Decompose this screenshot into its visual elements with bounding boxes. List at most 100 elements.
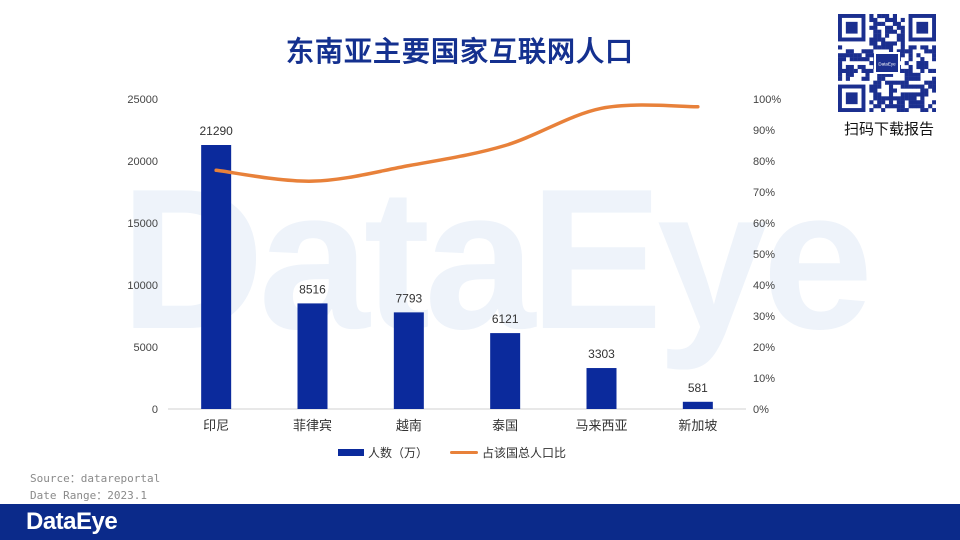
qr-module — [896, 21, 901, 26]
qr-module — [896, 108, 901, 113]
qr-module — [885, 45, 890, 50]
qr-module — [900, 41, 905, 46]
qr-module — [873, 21, 878, 26]
bar-data-label: 21290 — [199, 124, 233, 138]
qr-module — [849, 57, 854, 62]
qr-module — [888, 72, 894, 77]
qr-module — [845, 72, 850, 77]
qr-module — [853, 68, 858, 73]
qr-module — [861, 64, 866, 70]
qr-module — [888, 49, 894, 54]
qr-module — [928, 80, 933, 85]
qr-module — [900, 37, 905, 42]
qr-code[interactable]: DataEye — [838, 14, 937, 113]
qr-module — [912, 76, 917, 81]
qr-module — [845, 53, 850, 58]
qr-module — [932, 108, 937, 113]
qr-module — [912, 72, 917, 77]
qr-module — [888, 96, 894, 101]
qr-module — [849, 72, 854, 77]
qr-module — [885, 25, 890, 30]
watermark: DataEye — [120, 148, 873, 371]
qr-module — [853, 53, 858, 58]
qr-module — [900, 68, 905, 73]
qr-module — [845, 76, 850, 81]
qr-module — [869, 25, 874, 30]
qr-module — [877, 100, 882, 105]
qr-module — [892, 29, 897, 34]
qr-module — [841, 68, 847, 73]
qr-module — [838, 64, 843, 70]
qr-module — [861, 57, 866, 62]
qr-module — [912, 100, 917, 105]
qr-module — [932, 53, 937, 58]
qr-module — [924, 92, 929, 97]
x-tick-label: 菲律宾 — [293, 418, 332, 434]
qr-module — [932, 68, 937, 73]
qr-module — [873, 104, 878, 109]
qr-module — [908, 100, 913, 105]
legend-item-bar: 人数（万） — [338, 444, 428, 461]
qr-module — [838, 72, 843, 77]
qr-module — [916, 72, 921, 77]
qr-module — [877, 80, 882, 85]
qr-module — [873, 25, 878, 30]
qr-module — [908, 96, 913, 101]
qr-module — [865, 72, 870, 77]
y-right-tick-label: 60% — [753, 218, 775, 230]
qr-module — [865, 53, 870, 58]
qr-module — [912, 96, 917, 101]
qr-module — [920, 57, 925, 62]
qr-module — [916, 61, 921, 66]
qr-module — [873, 33, 878, 38]
qr-module — [881, 21, 886, 26]
qr-module — [865, 68, 870, 73]
qr-finder — [916, 21, 929, 34]
qr-module — [885, 17, 890, 23]
qr-module — [916, 84, 921, 89]
qr-module — [888, 84, 894, 89]
x-tick-label: 马来西亚 — [575, 419, 627, 434]
qr-module — [885, 96, 890, 101]
qr-module — [885, 29, 890, 34]
qr-module — [838, 57, 843, 62]
qr-module — [904, 84, 909, 89]
bar — [201, 145, 232, 409]
qr-module — [932, 80, 937, 85]
qr-module — [853, 57, 858, 62]
qr-module — [877, 45, 882, 50]
qr-module — [908, 104, 913, 109]
y-left-tick-label: 20000 — [127, 156, 158, 168]
qr-module — [877, 14, 882, 19]
source-line: Source：datareportal — [30, 472, 161, 485]
qr-module — [877, 92, 882, 97]
qr-module — [849, 53, 854, 58]
qr-module — [873, 17, 878, 23]
qr-module — [924, 80, 929, 85]
qr-module — [920, 92, 925, 97]
qr-module — [873, 88, 878, 93]
y-right-tick-label: 80% — [753, 156, 775, 168]
qr-module — [904, 80, 909, 85]
bar — [586, 368, 617, 409]
bar — [682, 401, 713, 409]
qr-module — [888, 80, 894, 85]
qr-module — [908, 68, 913, 73]
qr-module — [869, 88, 874, 93]
qr-module — [861, 76, 866, 81]
qr-module — [869, 49, 874, 54]
qr-module — [873, 29, 878, 34]
y-left-tick-label: 15000 — [127, 218, 158, 230]
qr-module — [865, 76, 870, 81]
bar-data-label: 6121 — [492, 312, 519, 326]
qr-module — [904, 96, 909, 101]
qr-module — [928, 84, 933, 89]
qr-module — [869, 37, 874, 42]
qr-module — [885, 33, 890, 38]
qr-module — [857, 64, 862, 70]
qr-module — [908, 53, 913, 58]
qr-module — [881, 37, 886, 42]
qr-module — [900, 25, 905, 30]
legend-swatch-bar — [338, 449, 364, 456]
